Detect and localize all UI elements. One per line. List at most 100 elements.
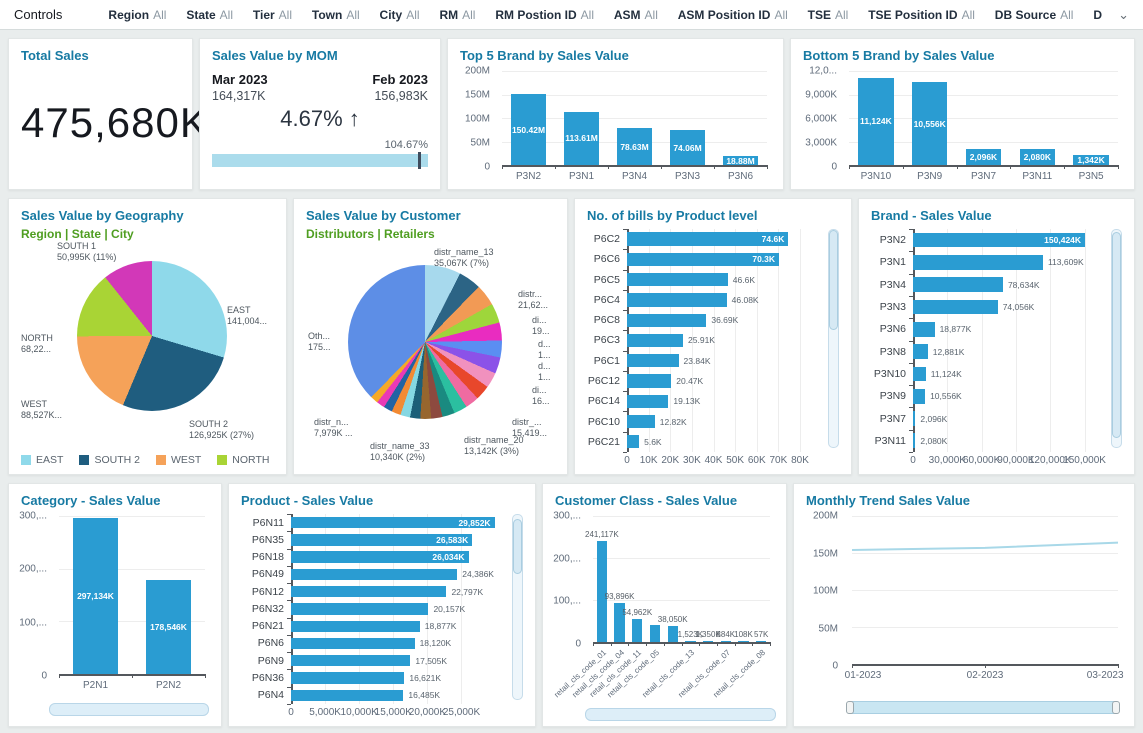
filter-town[interactable]: Town All <box>311 7 360 22</box>
filter-rm-postion-id[interactable]: RM Postion ID All <box>495 7 594 22</box>
bar-P6C2[interactable]: 74.6K <box>627 232 789 246</box>
filter-asm[interactable]: ASM All <box>613 7 658 22</box>
bar-P3N9[interactable] <box>913 388 926 404</box>
mom-delta: 4.67% ↑ <box>280 106 360 131</box>
bar-P3N5[interactable]: 1,342K <box>1073 154 1109 165</box>
bar-P3N7[interactable] <box>913 411 916 426</box>
bar-6[interactable]: 1,350K <box>695 630 721 642</box>
bar-P3N2[interactable]: 150,424K <box>913 232 1086 248</box>
bar-P6C8[interactable] <box>627 313 707 327</box>
bar-P3N6[interactable]: 18.88M <box>723 156 758 166</box>
mom-progress-bar[interactable] <box>212 152 428 169</box>
bar-P6N21[interactable] <box>291 620 420 632</box>
scrollbar-thumb[interactable] <box>829 230 838 330</box>
bar-track: 25.91K <box>627 330 813 350</box>
bar-P6C10[interactable] <box>627 414 655 429</box>
bar-P6N32[interactable] <box>291 603 429 615</box>
trend-line[interactable] <box>852 516 1118 664</box>
legend-item-east[interactable]: EAST <box>21 454 63 466</box>
bar-retail_cls_code_13[interactable]: 1,523K <box>678 630 703 642</box>
bar-P2N1[interactable]: 297,134K <box>72 517 119 674</box>
bar-P3N11[interactable] <box>913 433 916 449</box>
vertical-scrollbar[interactable] <box>828 229 839 448</box>
bar-P3N11[interactable]: 2,080K <box>1019 148 1056 165</box>
filter-d[interactable]: D <box>1093 7 1103 22</box>
bar-P6N4[interactable] <box>291 689 404 701</box>
bar-P6C1[interactable] <box>627 354 679 368</box>
legend-item-north[interactable]: NORTH <box>217 454 269 466</box>
bar-P2N2[interactable]: 178,546K <box>145 579 192 674</box>
bar-P6C21[interactable] <box>627 435 640 449</box>
bar-P3N8[interactable] <box>913 344 928 359</box>
bar-retail_cls_code_01[interactable]: 241,117K <box>585 530 619 642</box>
bar-P6C14[interactable] <box>627 394 669 408</box>
label-line: NORTH <box>21 333 53 343</box>
card-bills-product-level: No. of bills by Product level P6C2 74.6K P… <box>574 198 852 475</box>
customer-pie[interactable] <box>348 265 502 419</box>
bar-track: 12,881K <box>913 340 1096 362</box>
bar-P3N7[interactable]: 2,096K <box>965 148 1002 165</box>
bar-P6N18[interactable]: 26,034K <box>291 551 469 563</box>
filter-tier[interactable]: Tier All <box>252 7 293 22</box>
horizontal-scrollbar[interactable] <box>585 708 776 721</box>
horizontal-scrollbar[interactable] <box>49 703 209 716</box>
bar-value-label: 18,877K <box>939 324 972 335</box>
bar-P3N10[interactable]: 11,124K <box>858 77 894 165</box>
filter-region[interactable]: Region All <box>108 7 167 22</box>
bar-P3N6[interactable] <box>913 321 935 337</box>
bar-P3N4[interactable] <box>913 277 1003 293</box>
bar-P6C4[interactable] <box>627 293 727 307</box>
bar-8[interactable]: 108K <box>734 630 753 642</box>
filter-rm[interactable]: RM All <box>439 7 476 22</box>
bar-retail_cls_code_04[interactable]: 93,896K <box>605 592 634 642</box>
bar-P6N11[interactable]: 29,852K <box>291 516 495 529</box>
filter-db-source[interactable]: DB Source All <box>994 7 1074 22</box>
filter-city[interactable]: City All <box>379 7 420 22</box>
geography-pie[interactable] <box>77 261 227 411</box>
label-line: 19... <box>532 326 550 336</box>
bar-P3N2[interactable]: 150.42M <box>511 94 546 165</box>
bar-P3N4[interactable]: 78.63M <box>617 128 652 165</box>
bar-P6C3[interactable] <box>627 333 684 348</box>
axis-tick <box>1118 165 1119 169</box>
bar-retail_cls_code_07[interactable]: 884K <box>716 630 735 642</box>
bar-P6N6[interactable] <box>291 637 415 650</box>
vertical-scrollbar[interactable] <box>1111 229 1122 448</box>
bar-P3N10[interactable] <box>913 366 926 382</box>
legend-item-south-2[interactable]: SOUTH 2 <box>79 454 140 466</box>
filter-tse-position-id[interactable]: TSE Position ID All <box>868 7 975 22</box>
bar-P3N1[interactable]: 113.61M <box>564 111 599 165</box>
bar-P6C5[interactable] <box>627 272 728 287</box>
filter-state[interactable]: State All <box>186 7 233 22</box>
slider-handle-left[interactable] <box>846 701 854 714</box>
bar-4[interactable]: 38,050K <box>658 615 688 642</box>
bar-row: P6C6 70.3K <box>587 249 813 269</box>
category-label: P3N10 <box>873 367 906 380</box>
legend-item-west[interactable]: WEST <box>155 454 201 466</box>
bar-value-label: 108K <box>734 629 753 639</box>
bar-P6C12[interactable] <box>627 374 672 388</box>
time-range-slider[interactable] <box>846 701 1120 714</box>
filter-asm-position-id[interactable]: ASM Position ID All <box>677 7 788 22</box>
bar-retail_cls_code_11[interactable]: 54,962K <box>622 608 652 642</box>
bar-row: P6C10 12.82K <box>587 411 813 431</box>
slider-handle-right[interactable] <box>1112 701 1120 714</box>
bar-value-label: 12,881K <box>932 346 965 357</box>
bar-P6N49[interactable] <box>291 568 458 581</box>
vertical-scrollbar[interactable] <box>512 514 523 700</box>
bar-P6N35[interactable]: 26,583K <box>291 534 473 546</box>
bar-P6N9[interactable] <box>291 655 411 667</box>
bar-P3N9[interactable]: 10,556K <box>911 82 948 165</box>
bar-retail_cls_code_05[interactable] <box>649 624 661 642</box>
bar-P6N12[interactable] <box>291 585 447 598</box>
bar-P6N36[interactable] <box>291 672 405 684</box>
chevron-down-icon[interactable]: ⌄ <box>1118 6 1129 22</box>
bar-P3N3[interactable]: 74.06M <box>670 130 705 165</box>
bar-P3N1[interactable] <box>913 255 1043 270</box>
bar-retail_cls_code_08[interactable]: 57K <box>754 630 768 642</box>
bar-P3N3[interactable] <box>913 299 998 315</box>
scrollbar-thumb[interactable] <box>1112 232 1121 439</box>
scrollbar-thumb[interactable] <box>513 518 522 574</box>
bar-P6C6[interactable]: 70.3K <box>627 252 780 267</box>
filter-tse[interactable]: TSE All <box>807 7 849 22</box>
